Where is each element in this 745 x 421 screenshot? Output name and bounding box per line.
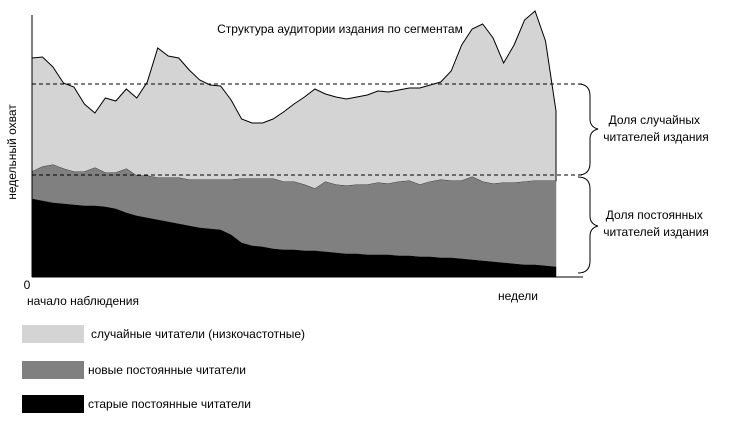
legend-swatch-old-permanent (22, 395, 84, 413)
x-start-label: начало наблюдения (27, 294, 139, 308)
legend-label-casual: случайные читатели (низкочастотные) (91, 327, 305, 341)
legend-swatch-new-permanent (22, 361, 84, 379)
chart-title: Структура аудитории издания по сегментам (217, 22, 463, 36)
legend-label-old-permanent: старые постоянные читатели (88, 397, 251, 411)
stacked-areas (31, 10, 557, 278)
permanent-readers-brace (577, 176, 599, 274)
x-axis-label: недели (498, 289, 538, 303)
permanent-share-annotation: Доля постоянных читателей издания (603, 208, 709, 239)
casual-share-annotation: Доля случайных читателей издания (603, 113, 709, 144)
y-axis-label: недельный охват (5, 104, 19, 200)
legend-label-new-permanent: новые постоянные читатели (88, 363, 246, 377)
legend: случайные читатели (низкочастотные) новые… (22, 325, 305, 413)
casual-readers-brace (577, 83, 599, 176)
casual-readers-area (31, 10, 557, 190)
legend-swatch-casual (22, 325, 84, 343)
y-origin-label: 0 (24, 278, 31, 292)
